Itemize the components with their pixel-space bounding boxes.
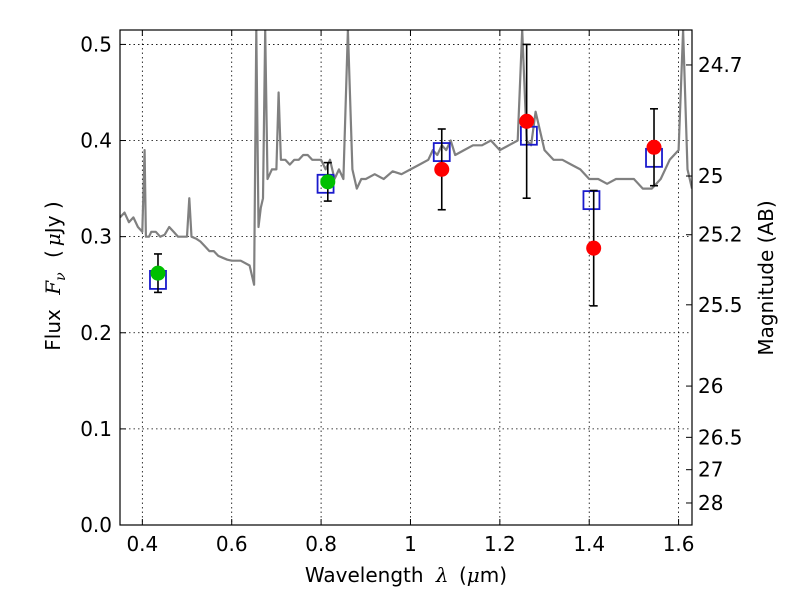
- y-tick-label: 0.4: [80, 129, 112, 153]
- plot-frame: [119, 29, 693, 526]
- y2-tick-label: 24.7: [698, 53, 743, 77]
- observed-flux-point: [586, 240, 602, 256]
- y2-tick-label: 25.5: [698, 293, 743, 317]
- data-layer: [120, 30, 692, 307]
- y2-tick-label: 25: [698, 164, 723, 188]
- observed-flux-point: [646, 139, 662, 155]
- x-axis-label: Wavelength λ (μm): [305, 563, 507, 587]
- observed-flux-point: [434, 161, 450, 177]
- x-tick-label: 0.4: [126, 532, 158, 556]
- x-tick-label: 1: [404, 532, 417, 556]
- tick-layer: 0.4 0.6 0.8 1 1.2 1.4 1.6 0.0 0.1 0.2 0.3 0.4 0.5 24.…: [80, 30, 743, 556]
- y-tick-label: 0.0: [80, 513, 112, 537]
- y2-tick-label: 26.5: [698, 425, 743, 449]
- x-tick-label: 0.6: [216, 532, 248, 556]
- plot-area: [120, 30, 692, 307]
- y2-tick-label: 26: [698, 374, 723, 398]
- y2-tick-label: 25.2: [698, 223, 743, 247]
- y2-axis-label: Magnitude (AB): [754, 200, 778, 355]
- x-tick-label: 1.6: [663, 532, 695, 556]
- observed-flux-point: [320, 174, 336, 190]
- y-tick-label: 0.3: [80, 225, 112, 249]
- y-tick-label: 0.5: [80, 32, 112, 56]
- observed-flux-point: [150, 265, 166, 281]
- y-tick-label: 0.2: [80, 321, 112, 345]
- y-axis-label: Flux Fν (μJy ): [41, 201, 70, 350]
- x-tick-label: 1.2: [484, 532, 516, 556]
- x-tick-label: 0.8: [305, 532, 337, 556]
- x-tick-label: 1.4: [573, 532, 605, 556]
- y2-tick-label: 27: [698, 458, 723, 482]
- observed-flux-point: [519, 113, 535, 129]
- grid-layer: [120, 30, 692, 525]
- y2-tick-label: 28: [698, 491, 723, 515]
- template-spectrum-line: [120, 30, 692, 286]
- y-tick-label: 0.1: [80, 417, 112, 441]
- model-flux-box: [582, 190, 601, 211]
